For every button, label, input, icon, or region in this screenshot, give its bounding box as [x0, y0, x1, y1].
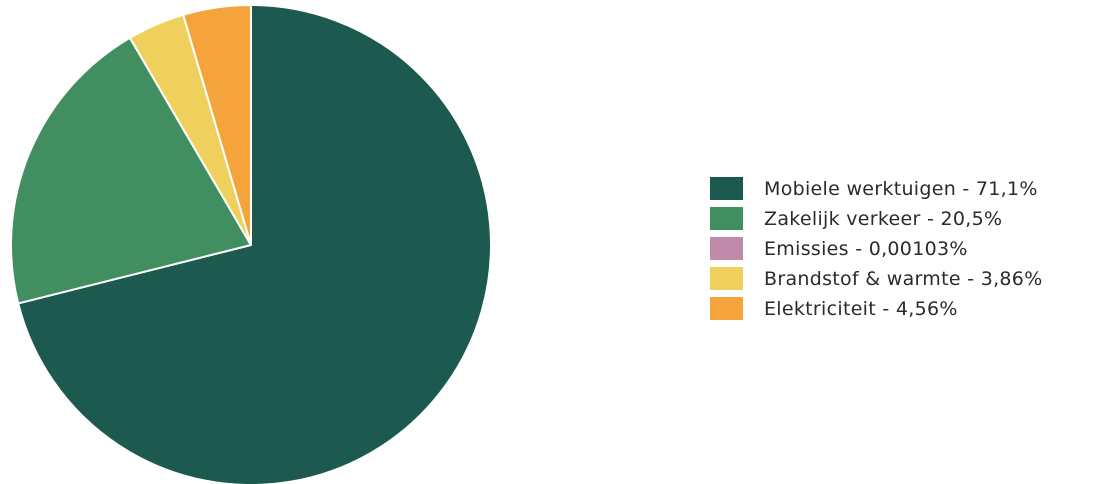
- legend-swatch: [710, 207, 743, 230]
- legend-swatch: [710, 297, 743, 320]
- pie-slice-1: [10, 36, 252, 305]
- pie-chart: [10, 4, 492, 484]
- legend-label: Zakelijk verkeer - 20,5%: [764, 207, 1003, 230]
- legend-swatch: [710, 267, 743, 290]
- legend-item-4: Elektriciteit - 4,56%: [710, 294, 1043, 323]
- legend-item-1: Zakelijk verkeer - 20,5%: [710, 204, 1043, 233]
- legend-item-2: Emissies - 0,00103%: [710, 234, 1043, 263]
- pie-slice-4: [182, 4, 252, 246]
- legend-label: Emissies - 0,00103%: [764, 237, 968, 260]
- legend-item-0: Mobiele werktuigen - 71,1%: [710, 174, 1043, 203]
- legend-label: Elektriciteit - 4,56%: [764, 297, 958, 320]
- chart-legend: Mobiele werktuigen - 71,1% Zakelijk verke…: [710, 174, 1043, 324]
- legend-swatch: [710, 237, 743, 260]
- legend-swatch: [710, 177, 743, 200]
- pie-slice-0: [17, 4, 492, 484]
- legend-label: Brandstof & warmte - 3,86%: [764, 267, 1043, 290]
- legend-label: Mobiele werktuigen - 71,1%: [764, 177, 1038, 200]
- legend-item-3: Brandstof & warmte - 3,86%: [710, 264, 1043, 293]
